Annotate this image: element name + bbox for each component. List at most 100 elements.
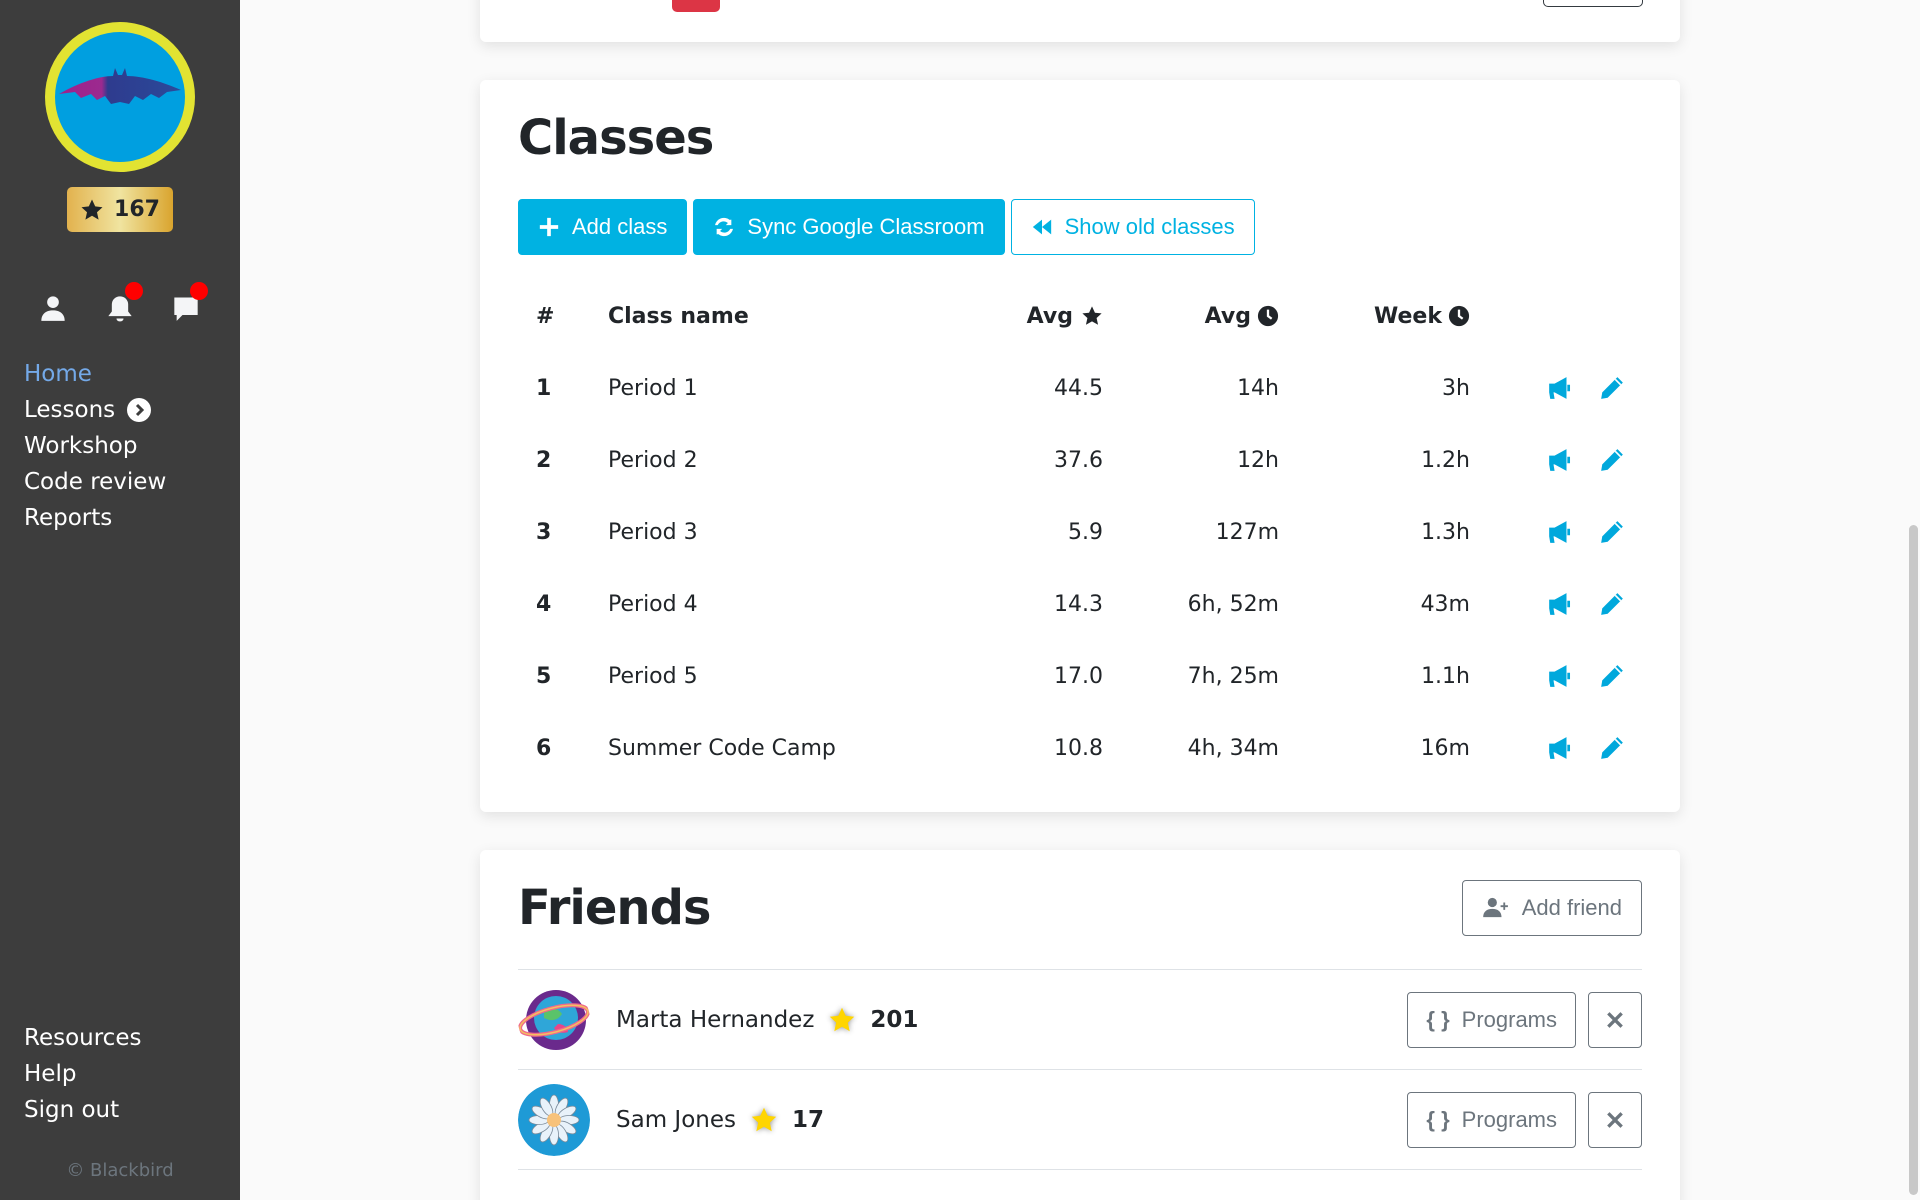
plus-icon [539, 217, 559, 237]
user-plus-icon [1482, 897, 1508, 918]
class-avg-time: 6h, 52m [1187, 591, 1279, 617]
class-name[interactable]: Period 4 [608, 591, 698, 617]
button-label: Add friend [1521, 895, 1622, 920]
col-number: # [536, 303, 555, 329]
sync-google-classroom-button[interactable]: Sync Google Classroom [693, 199, 1005, 255]
remove-friend-button[interactable] [1588, 991, 1642, 1048]
button-label: Sync Google Classroom [747, 214, 985, 239]
nav-label: Code review [24, 469, 167, 495]
class-name[interactable]: Period 2 [608, 447, 698, 473]
clock-icon [1257, 305, 1279, 327]
col-class-name[interactable]: Class name [608, 303, 749, 329]
megaphone-icon[interactable] [1547, 447, 1573, 473]
nav-label: Reports [24, 505, 113, 531]
nav-home[interactable]: Home [24, 356, 166, 392]
pencil-icon[interactable] [1599, 447, 1625, 473]
class-rows: 1 Period 1 44.5 14h 3h 2 Period 2 37.6 1… [518, 352, 1642, 784]
chevron-right-icon[interactable] [127, 398, 152, 422]
class-week-time: 43m [1420, 591, 1470, 617]
nav-label: Lessons [24, 397, 116, 423]
megaphone-icon[interactable] [1547, 519, 1573, 545]
table-row: 3 Period 3 5.9 127m 1.3h [518, 496, 1642, 568]
friend-info: Sam Jones 17 [616, 1106, 824, 1134]
class-avg-time: 4h, 34m [1187, 735, 1279, 761]
megaphone-icon[interactable] [1547, 735, 1573, 761]
sidebar: 167 Home Lessons Workshop Code review Re… [0, 0, 240, 1200]
nav-workshop[interactable]: Workshop [24, 428, 166, 464]
button-label: Programs [1461, 1006, 1557, 1032]
class-name[interactable]: Period 5 [608, 663, 698, 689]
megaphone-icon[interactable] [1547, 663, 1573, 689]
header-label: Avg [1026, 303, 1073, 329]
avatar[interactable] [518, 984, 590, 1056]
bell-icon[interactable] [106, 294, 134, 322]
friend-row: Sam Jones 17 { } Programs [518, 1070, 1642, 1170]
class-number: 4 [536, 591, 552, 617]
class-avg-time: 12h [1237, 447, 1279, 473]
classes-table: # Class name Avg Avg Week 1 Period 1 44.… [518, 280, 1642, 784]
programs-button[interactable]: { } Programs [1407, 991, 1576, 1048]
scrollbar-thumb[interactable] [1909, 525, 1918, 1195]
add-friend-button[interactable]: Add friend [1461, 880, 1642, 936]
nav-code-review[interactable]: Code review [24, 464, 166, 500]
class-number: 6 [536, 735, 552, 761]
class-week-time: 3h [1442, 375, 1470, 401]
nav-resources[interactable]: Resources [24, 1020, 141, 1056]
col-avg-stars[interactable]: Avg [1027, 304, 1103, 329]
class-avg-time: 14h [1237, 375, 1279, 401]
classes-toolbar: Add class Sync Google Classroom Show old… [518, 199, 1255, 255]
add-class-button[interactable]: Add class [518, 199, 688, 255]
row-actions [1547, 519, 1625, 545]
close-icon [1607, 1111, 1623, 1128]
pencil-icon[interactable] [1599, 375, 1625, 401]
class-name[interactable]: Summer Code Camp [608, 735, 836, 761]
table-header: # Class name Avg Avg Week [518, 280, 1642, 352]
comment-icon[interactable] [172, 294, 200, 322]
friend-name[interactable]: Sam Jones [616, 1106, 736, 1133]
table-row: 6 Summer Code Camp 10.8 4h, 34m 16m [518, 712, 1642, 784]
user-icon[interactable] [39, 294, 67, 322]
outline-button-partial[interactable] [1543, 0, 1643, 7]
friends-list: Marta Hernandez 201 { } Programs Sam Jon… [518, 969, 1642, 1170]
row-actions [1547, 591, 1625, 617]
programs-button[interactable]: { } Programs [1407, 1091, 1576, 1148]
star-icon [830, 1007, 855, 1031]
row-actions [1547, 663, 1625, 689]
pencil-icon[interactable] [1599, 519, 1625, 545]
user-badge-logo[interactable] [45, 22, 195, 172]
pencil-icon[interactable] [1599, 663, 1625, 689]
megaphone-icon[interactable] [1547, 591, 1573, 617]
nav-reports[interactable]: Reports [24, 500, 166, 536]
header-label: Avg [1204, 303, 1251, 329]
classes-title: Classes [518, 110, 714, 166]
copyright: © Blackbird [66, 1160, 174, 1181]
show-old-classes-button[interactable]: Show old classes [1010, 199, 1255, 255]
danger-button-partial[interactable] [672, 0, 720, 12]
star-count-badge: 167 [67, 187, 173, 232]
col-week-time[interactable]: Week [1374, 304, 1470, 329]
friend-name[interactable]: Marta Hernandez [616, 1006, 815, 1033]
class-name[interactable]: Period 3 [608, 519, 698, 545]
row-actions [1547, 735, 1625, 761]
table-row: 4 Period 4 14.3 6h, 52m 43m [518, 568, 1642, 640]
nav-help[interactable]: Help [24, 1056, 141, 1092]
friend-stars: 201 [870, 1006, 919, 1033]
avatar[interactable] [518, 1083, 590, 1156]
remove-friend-button[interactable] [1588, 1091, 1642, 1148]
previous-card [480, 0, 1680, 42]
class-avg-time: 127m [1215, 519, 1279, 545]
class-name[interactable]: Period 1 [608, 375, 698, 401]
classes-card: Classes Add class Sync Google Classroom … [480, 80, 1680, 812]
class-avg-stars: 14.3 [1054, 591, 1103, 617]
pencil-icon[interactable] [1599, 735, 1625, 761]
friends-card: Friends Add friend Marta Hernandez 201 {… [480, 850, 1680, 1200]
page-scrollbar[interactable] [1906, 0, 1920, 1200]
nav-lessons[interactable]: Lessons [24, 392, 166, 428]
pencil-icon[interactable] [1599, 591, 1625, 617]
message-dot [190, 282, 208, 300]
row-actions [1547, 375, 1625, 401]
nav-sign-out[interactable]: Sign out [24, 1092, 141, 1128]
megaphone-icon[interactable] [1547, 375, 1573, 401]
nav-label: Home [24, 361, 92, 387]
col-avg-time[interactable]: Avg [1205, 304, 1279, 329]
